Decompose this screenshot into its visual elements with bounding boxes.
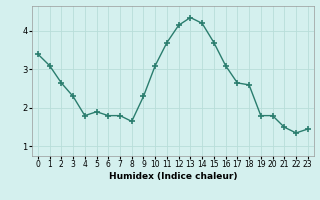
X-axis label: Humidex (Indice chaleur): Humidex (Indice chaleur)	[108, 172, 237, 181]
